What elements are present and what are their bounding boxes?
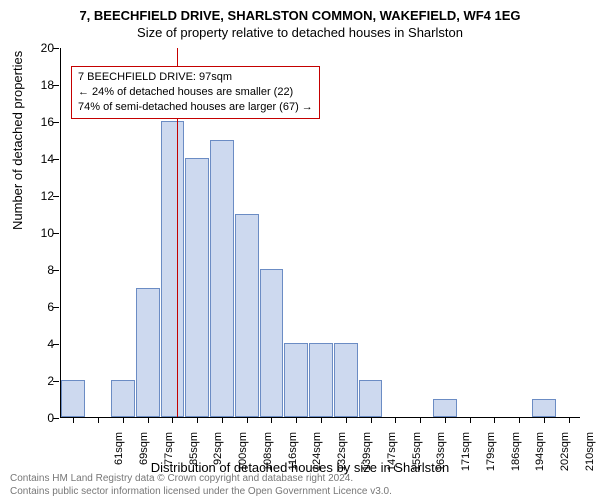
- x-tick: [98, 417, 99, 423]
- x-tick-label: 139sqm: [361, 432, 373, 482]
- x-tick-label: 69sqm: [138, 432, 150, 482]
- annotation-box: 7 BEECHFIELD DRIVE: 97sqm ← 24% of detac…: [71, 66, 320, 119]
- histogram-bar: [61, 380, 85, 417]
- x-tick-label: 124sqm: [311, 432, 323, 482]
- x-tick: [346, 417, 347, 423]
- x-tick: [148, 417, 149, 423]
- x-tick-label: 171sqm: [460, 432, 472, 482]
- annotation-line2: ← 24% of detached houses are smaller (22…: [78, 85, 313, 100]
- y-tick-label: 20: [24, 41, 54, 55]
- x-tick: [494, 417, 495, 423]
- x-tick: [247, 417, 248, 423]
- x-tick: [470, 417, 471, 423]
- histogram-bar: [235, 214, 259, 418]
- histogram-bar: [532, 399, 556, 418]
- y-tick-label: 2: [24, 374, 54, 388]
- x-tick-label: 210sqm: [584, 432, 596, 482]
- x-tick: [321, 417, 322, 423]
- plot-region: 7 BEECHFIELD DRIVE: 97sqm ← 24% of detac…: [60, 48, 580, 418]
- annotation-line3: 74% of semi-detached houses are larger (…: [78, 100, 313, 115]
- y-tick-label: 14: [24, 152, 54, 166]
- histogram-bar: [161, 121, 185, 417]
- title-subtitle: Size of property relative to detached ho…: [0, 23, 600, 40]
- y-tick-label: 12: [24, 189, 54, 203]
- x-tick: [445, 417, 446, 423]
- chart-area: 7 BEECHFIELD DRIVE: 97sqm ← 24% of detac…: [60, 48, 580, 418]
- y-tick-label: 18: [24, 78, 54, 92]
- x-tick: [172, 417, 173, 423]
- y-tick-label: 10: [24, 226, 54, 240]
- footer: Contains HM Land Registry data © Crown c…: [10, 473, 590, 498]
- x-tick: [544, 417, 545, 423]
- histogram-bar: [260, 269, 284, 417]
- x-tick-label: 77sqm: [163, 432, 175, 482]
- x-tick: [395, 417, 396, 423]
- x-tick-label: 116sqm: [287, 432, 299, 482]
- histogram-bar: [433, 399, 457, 418]
- y-tick-label: 0: [24, 411, 54, 425]
- x-tick-label: 179sqm: [485, 432, 497, 482]
- x-tick: [371, 417, 372, 423]
- x-tick-label: 163sqm: [435, 432, 447, 482]
- histogram-bar: [334, 343, 358, 417]
- histogram-bar: [359, 380, 383, 417]
- x-tick-label: 92sqm: [212, 432, 224, 482]
- y-tick-label: 8: [24, 263, 54, 277]
- histogram-bar: [284, 343, 308, 417]
- footer-line2: Contains public sector information licen…: [10, 486, 590, 499]
- x-tick: [222, 417, 223, 423]
- x-tick-label: 108sqm: [262, 432, 274, 482]
- x-tick-label: 85sqm: [188, 432, 200, 482]
- footer-line1: Contains HM Land Registry data © Crown c…: [10, 473, 590, 486]
- x-tick: [420, 417, 421, 423]
- x-tick-label: 155sqm: [411, 432, 423, 482]
- histogram-bar: [111, 380, 135, 417]
- x-tick-label: 194sqm: [534, 432, 546, 482]
- x-tick-label: 132sqm: [336, 432, 348, 482]
- title-address: 7, BEECHFIELD DRIVE, SHARLSTON COMMON, W…: [0, 0, 600, 23]
- y-axis-label: Number of detached properties: [10, 51, 25, 230]
- histogram-bar: [185, 158, 209, 417]
- y-tick-label: 16: [24, 115, 54, 129]
- x-tick: [271, 417, 272, 423]
- histogram-bar: [136, 288, 160, 418]
- x-tick-label: 100sqm: [237, 432, 249, 482]
- x-tick: [519, 417, 520, 423]
- x-tick: [73, 417, 74, 423]
- y-tick-label: 6: [24, 300, 54, 314]
- x-tick-label: 147sqm: [386, 432, 398, 482]
- histogram-bar: [309, 343, 333, 417]
- x-tick: [197, 417, 198, 423]
- x-tick-label: 61sqm: [113, 432, 125, 482]
- x-tick: [123, 417, 124, 423]
- x-tick-label: 186sqm: [510, 432, 522, 482]
- x-tick-label: 202sqm: [559, 432, 571, 482]
- x-tick: [296, 417, 297, 423]
- x-tick: [569, 417, 570, 423]
- annotation-line1: 7 BEECHFIELD DRIVE: 97sqm: [78, 70, 313, 85]
- y-tick-label: 4: [24, 337, 54, 351]
- histogram-bar: [210, 140, 234, 418]
